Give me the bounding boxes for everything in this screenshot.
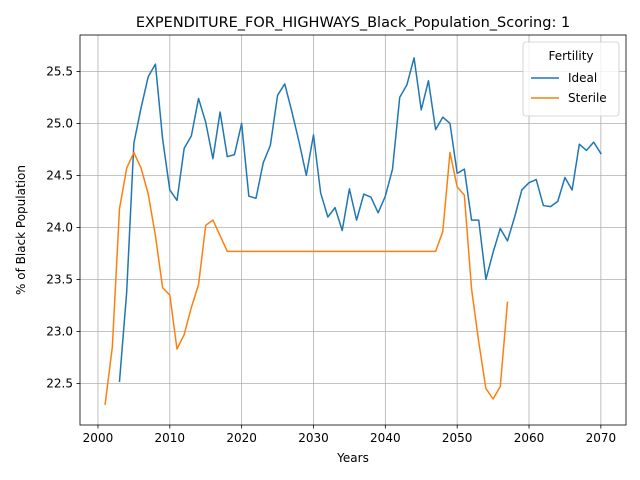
x-axis-label: Years	[336, 451, 369, 465]
x-tick-label: 2040	[370, 431, 401, 445]
y-axis-label: % of Black Population	[14, 165, 28, 295]
x-tick-label: 2010	[155, 431, 186, 445]
legend-title: Fertility	[548, 49, 593, 63]
y-tick-label: 25.0	[46, 117, 73, 131]
series-group	[104, 57, 602, 406]
y-tick-label: 22.5	[46, 377, 73, 391]
series-line-sterile	[104, 151, 509, 406]
y-tick-label: 25.5	[46, 65, 73, 79]
x-tick-label: 2030	[298, 431, 329, 445]
y-tick-label: 24.5	[46, 169, 73, 183]
y-tick-label: 23.0	[46, 325, 73, 339]
chart-title: EXPENDITURE_FOR_HIGHWAYS_Black_Populatio…	[136, 15, 570, 31]
x-tick-label: 2020	[226, 431, 257, 445]
x-tick-label: 2050	[442, 431, 473, 445]
ticks: 2000 2010 2020 2030 2040 2050 2060 2070 22.5 23.0…	[46, 65, 616, 445]
plot-frame	[79, 34, 627, 426]
series-line-ideal	[118, 57, 602, 383]
y-tick-label: 24.0	[46, 221, 73, 235]
legend-label-ideal: Ideal	[568, 71, 597, 85]
y-tick-label: 23.5	[46, 273, 73, 287]
x-tick-label: 2000	[83, 431, 114, 445]
x-tick-label: 2060	[514, 431, 545, 445]
legend: Fertility Ideal Sterile	[522, 41, 620, 117]
x-tick-label: 2070	[586, 431, 617, 445]
legend-label-sterile: Sterile	[568, 91, 607, 105]
